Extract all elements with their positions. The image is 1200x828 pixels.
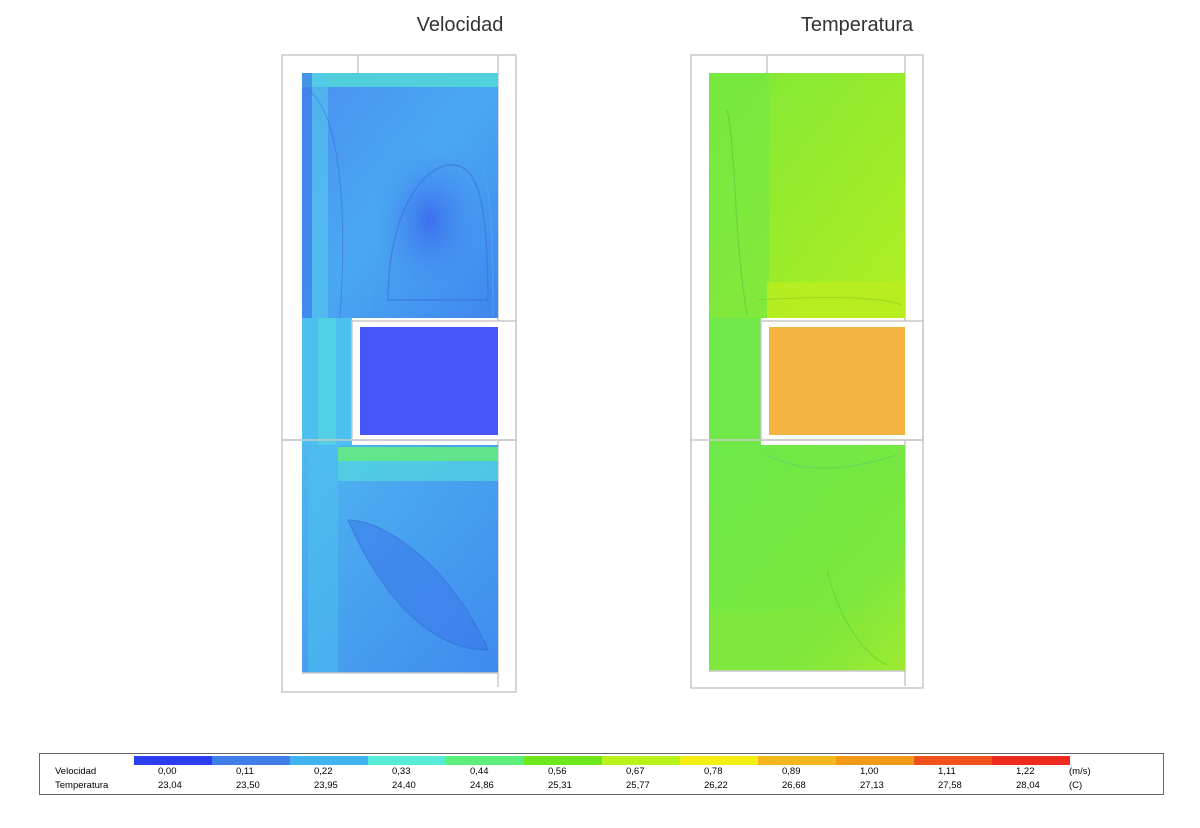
legend-swatch-4 [446,756,524,765]
opening-fill [769,327,905,435]
legend-temperature-tick-1: 23,50 [236,780,260,791]
legend-temperature-tick-8: 26,68 [782,780,806,791]
velocity-heatmap [281,54,517,693]
legend-temperature-tick-6: 25,77 [626,780,650,791]
velocity-panel-title: Velocidad [416,14,504,36]
legend-temperature-tick-11: 28,04 [1016,780,1040,791]
legend-swatch-8 [758,756,836,765]
legend-swatch-3 [368,756,446,765]
legend-temperature-tick-9: 27,13 [860,780,884,791]
legend-swatch-1 [212,756,290,765]
legend-swatch-9 [836,756,914,765]
legend-velocity-tick-7: 0,78 [704,766,723,777]
legend-temperature-unit: (C) [1069,780,1083,791]
opening-fill [360,327,498,435]
legend-swatch-6 [602,756,680,765]
legend-velocity-tick-4: 0,44 [470,766,489,777]
legend-temperature-tick-0: 23,04 [158,780,182,791]
legend-velocity-tick-1: 0,11 [236,766,254,777]
legend-velocity-tick-9: 1,00 [860,766,879,777]
legend-velocity-tick-8: 0,89 [782,766,801,777]
legend-swatch-2 [290,756,368,765]
legend-temperature-tick-2: 23,95 [314,780,338,791]
lower-temperature-field [709,445,905,671]
legend-velocity-tick-11: 1,22 [1016,766,1035,777]
legend-temperature-tick-3: 24,40 [392,780,416,791]
legend-velocity-tick-5: 0,56 [548,766,567,777]
legend-velocity-tick-0: 0,00 [158,766,177,777]
legend-velocity-tick-3: 0,33 [392,766,411,777]
jet-flow [338,447,498,461]
legend-swatch-7 [680,756,758,765]
legend-swatch-0 [134,756,212,765]
legend-velocity-tick-10: 1,11 [938,766,956,777]
legend-temperature-tick-10: 27,58 [938,780,962,791]
legend-temperature-tick-4: 24,86 [470,780,494,791]
legend-swatch-10 [914,756,992,765]
color-legend: Velocidad Temperatura 0,00 0,11 0,22 0,33 0,… [39,753,1164,795]
temperature-panel-title: Temperatura [800,14,914,36]
legend-velocity-tick-6: 0,67 [626,766,645,777]
legend-temperature-tick-5: 25,31 [548,780,572,791]
legend-swatch-11 [992,756,1070,765]
legend-velocity-unit: (m/s) [1069,766,1091,777]
temperature-heatmap [690,54,924,689]
legend-velocity-tick-2: 0,22 [314,766,333,777]
legend-swatch-5 [524,756,602,765]
legend-temperature-label: Temperatura [55,780,109,791]
legend-velocity-label: Velocidad [55,766,97,777]
legend-temperature-tick-7: 26,22 [704,780,728,791]
